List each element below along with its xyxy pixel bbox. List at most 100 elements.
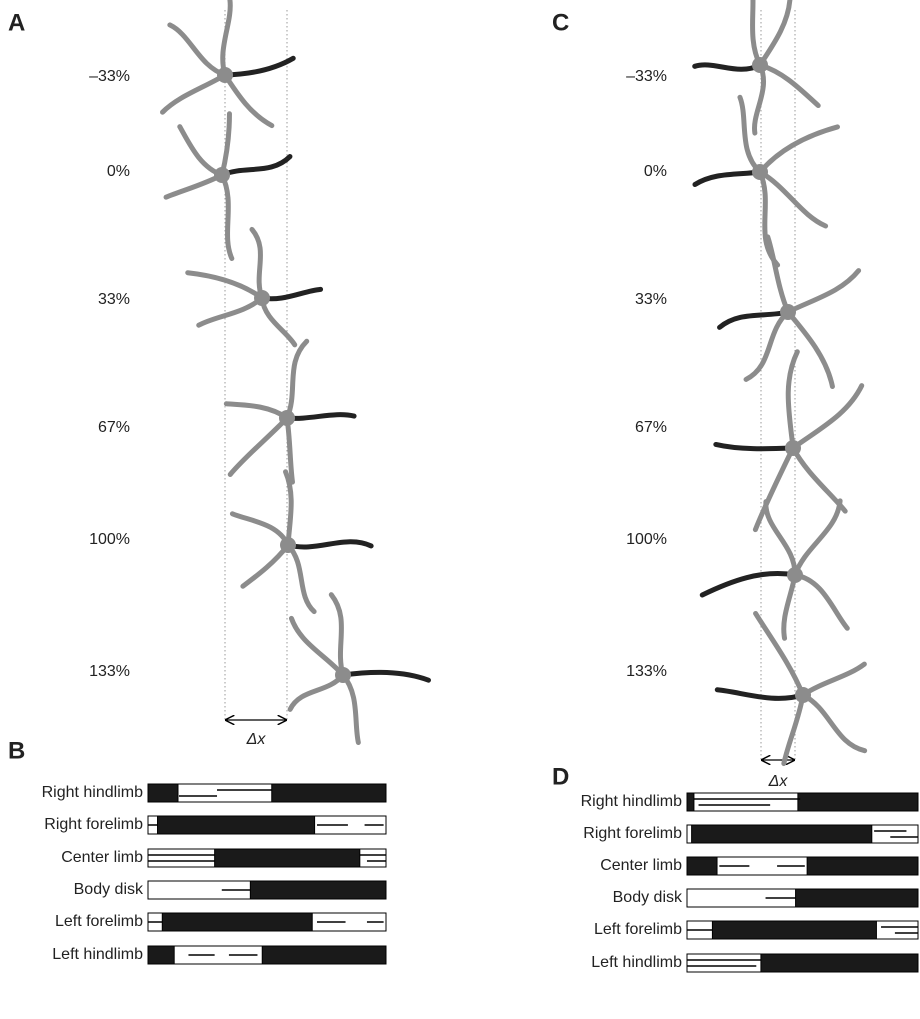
limb-label: Left forelimb (55, 913, 143, 930)
arm (243, 545, 288, 586)
frame-label: 67% (635, 419, 667, 436)
arm-tracked (717, 690, 803, 699)
delta-label: Δx (768, 773, 789, 790)
panel-label: A (8, 9, 25, 36)
arm (788, 271, 859, 312)
panel-label: D (552, 763, 569, 790)
arm (788, 352, 797, 448)
frame-label: –33% (89, 68, 130, 85)
swing-span (694, 793, 798, 811)
arm (749, 0, 760, 65)
arm (252, 229, 262, 298)
frame-label: 133% (89, 663, 130, 680)
arm-tracked (716, 444, 793, 448)
limb-label: Right forelimb (583, 825, 682, 842)
disk (780, 304, 796, 320)
figure: A C B D Δx Δx –33%0%33%67%100%133%–33%0%… (0, 0, 920, 1019)
limb-label: Body disk (74, 881, 144, 898)
frame-label: 100% (89, 531, 130, 548)
limb-label: Center limb (61, 849, 143, 866)
frame-label: 0% (644, 163, 667, 180)
limb-label: Right hindlimb (42, 784, 143, 801)
arm (768, 237, 788, 312)
arm-tracked (702, 573, 795, 595)
limb-label: Left hindlimb (52, 946, 143, 963)
frame-label: 67% (98, 419, 130, 436)
disk (214, 167, 230, 183)
arm (760, 0, 790, 65)
arm (287, 341, 307, 418)
arm (170, 25, 225, 75)
arm (760, 65, 818, 106)
arm (262, 298, 295, 345)
arm (222, 175, 232, 259)
arm (199, 298, 262, 325)
frame-label: –33% (626, 68, 667, 85)
frame-label: 33% (635, 291, 667, 308)
limb-label: Right hindlimb (581, 793, 682, 810)
frame-label: 133% (626, 663, 667, 680)
arm-tracked (222, 157, 290, 175)
arm-tracked (225, 58, 293, 75)
arm (760, 127, 837, 172)
arm (223, 0, 231, 75)
arm-tracked (695, 172, 760, 185)
frame-label: 0% (107, 163, 130, 180)
limb-label: Left forelimb (594, 921, 682, 938)
arm (795, 575, 847, 628)
arm (180, 127, 222, 175)
frame-label: 100% (626, 531, 667, 548)
arm (288, 545, 314, 612)
arm (756, 613, 803, 695)
swing-span (687, 825, 692, 843)
disk (752, 57, 768, 73)
arm (755, 65, 764, 133)
swing-span (148, 849, 215, 867)
arm (784, 695, 803, 764)
arm (784, 575, 795, 638)
arm (290, 675, 343, 709)
disk (254, 290, 270, 306)
arm (166, 175, 222, 197)
arm (803, 695, 865, 751)
limb-label: Body disk (613, 889, 683, 906)
limb-label: Center limb (600, 857, 682, 874)
delta-label: Δx (246, 731, 267, 748)
disk (787, 567, 803, 583)
arm (222, 114, 229, 175)
arm (755, 448, 793, 530)
limb-label: Right forelimb (44, 816, 143, 833)
swing-span (872, 825, 918, 843)
disk (280, 537, 296, 553)
arm (226, 404, 287, 418)
limb-label: Left hindlimb (591, 954, 682, 971)
arm (291, 618, 343, 675)
disk (279, 410, 295, 426)
arm (760, 172, 826, 226)
swing-span (876, 921, 918, 939)
arm-tracked (343, 672, 428, 680)
disk (752, 164, 768, 180)
disk (795, 687, 811, 703)
arm-tracked (288, 542, 371, 547)
disk (785, 440, 801, 456)
arm (230, 418, 287, 474)
arm (793, 448, 845, 511)
arm (766, 502, 795, 575)
frame-label: 33% (98, 291, 130, 308)
arm (286, 472, 292, 545)
arm (803, 664, 864, 695)
arm-tracked (262, 289, 321, 298)
arm (746, 312, 788, 379)
panel-label: C (552, 9, 569, 36)
disk (217, 67, 233, 83)
arm-tracked (695, 65, 760, 69)
arm (793, 386, 862, 448)
arm (343, 675, 358, 743)
arm (795, 501, 840, 575)
arm (163, 75, 225, 112)
arm (225, 75, 272, 126)
disk (335, 667, 351, 683)
swing-span (178, 784, 272, 802)
arm-tracked (287, 415, 354, 419)
